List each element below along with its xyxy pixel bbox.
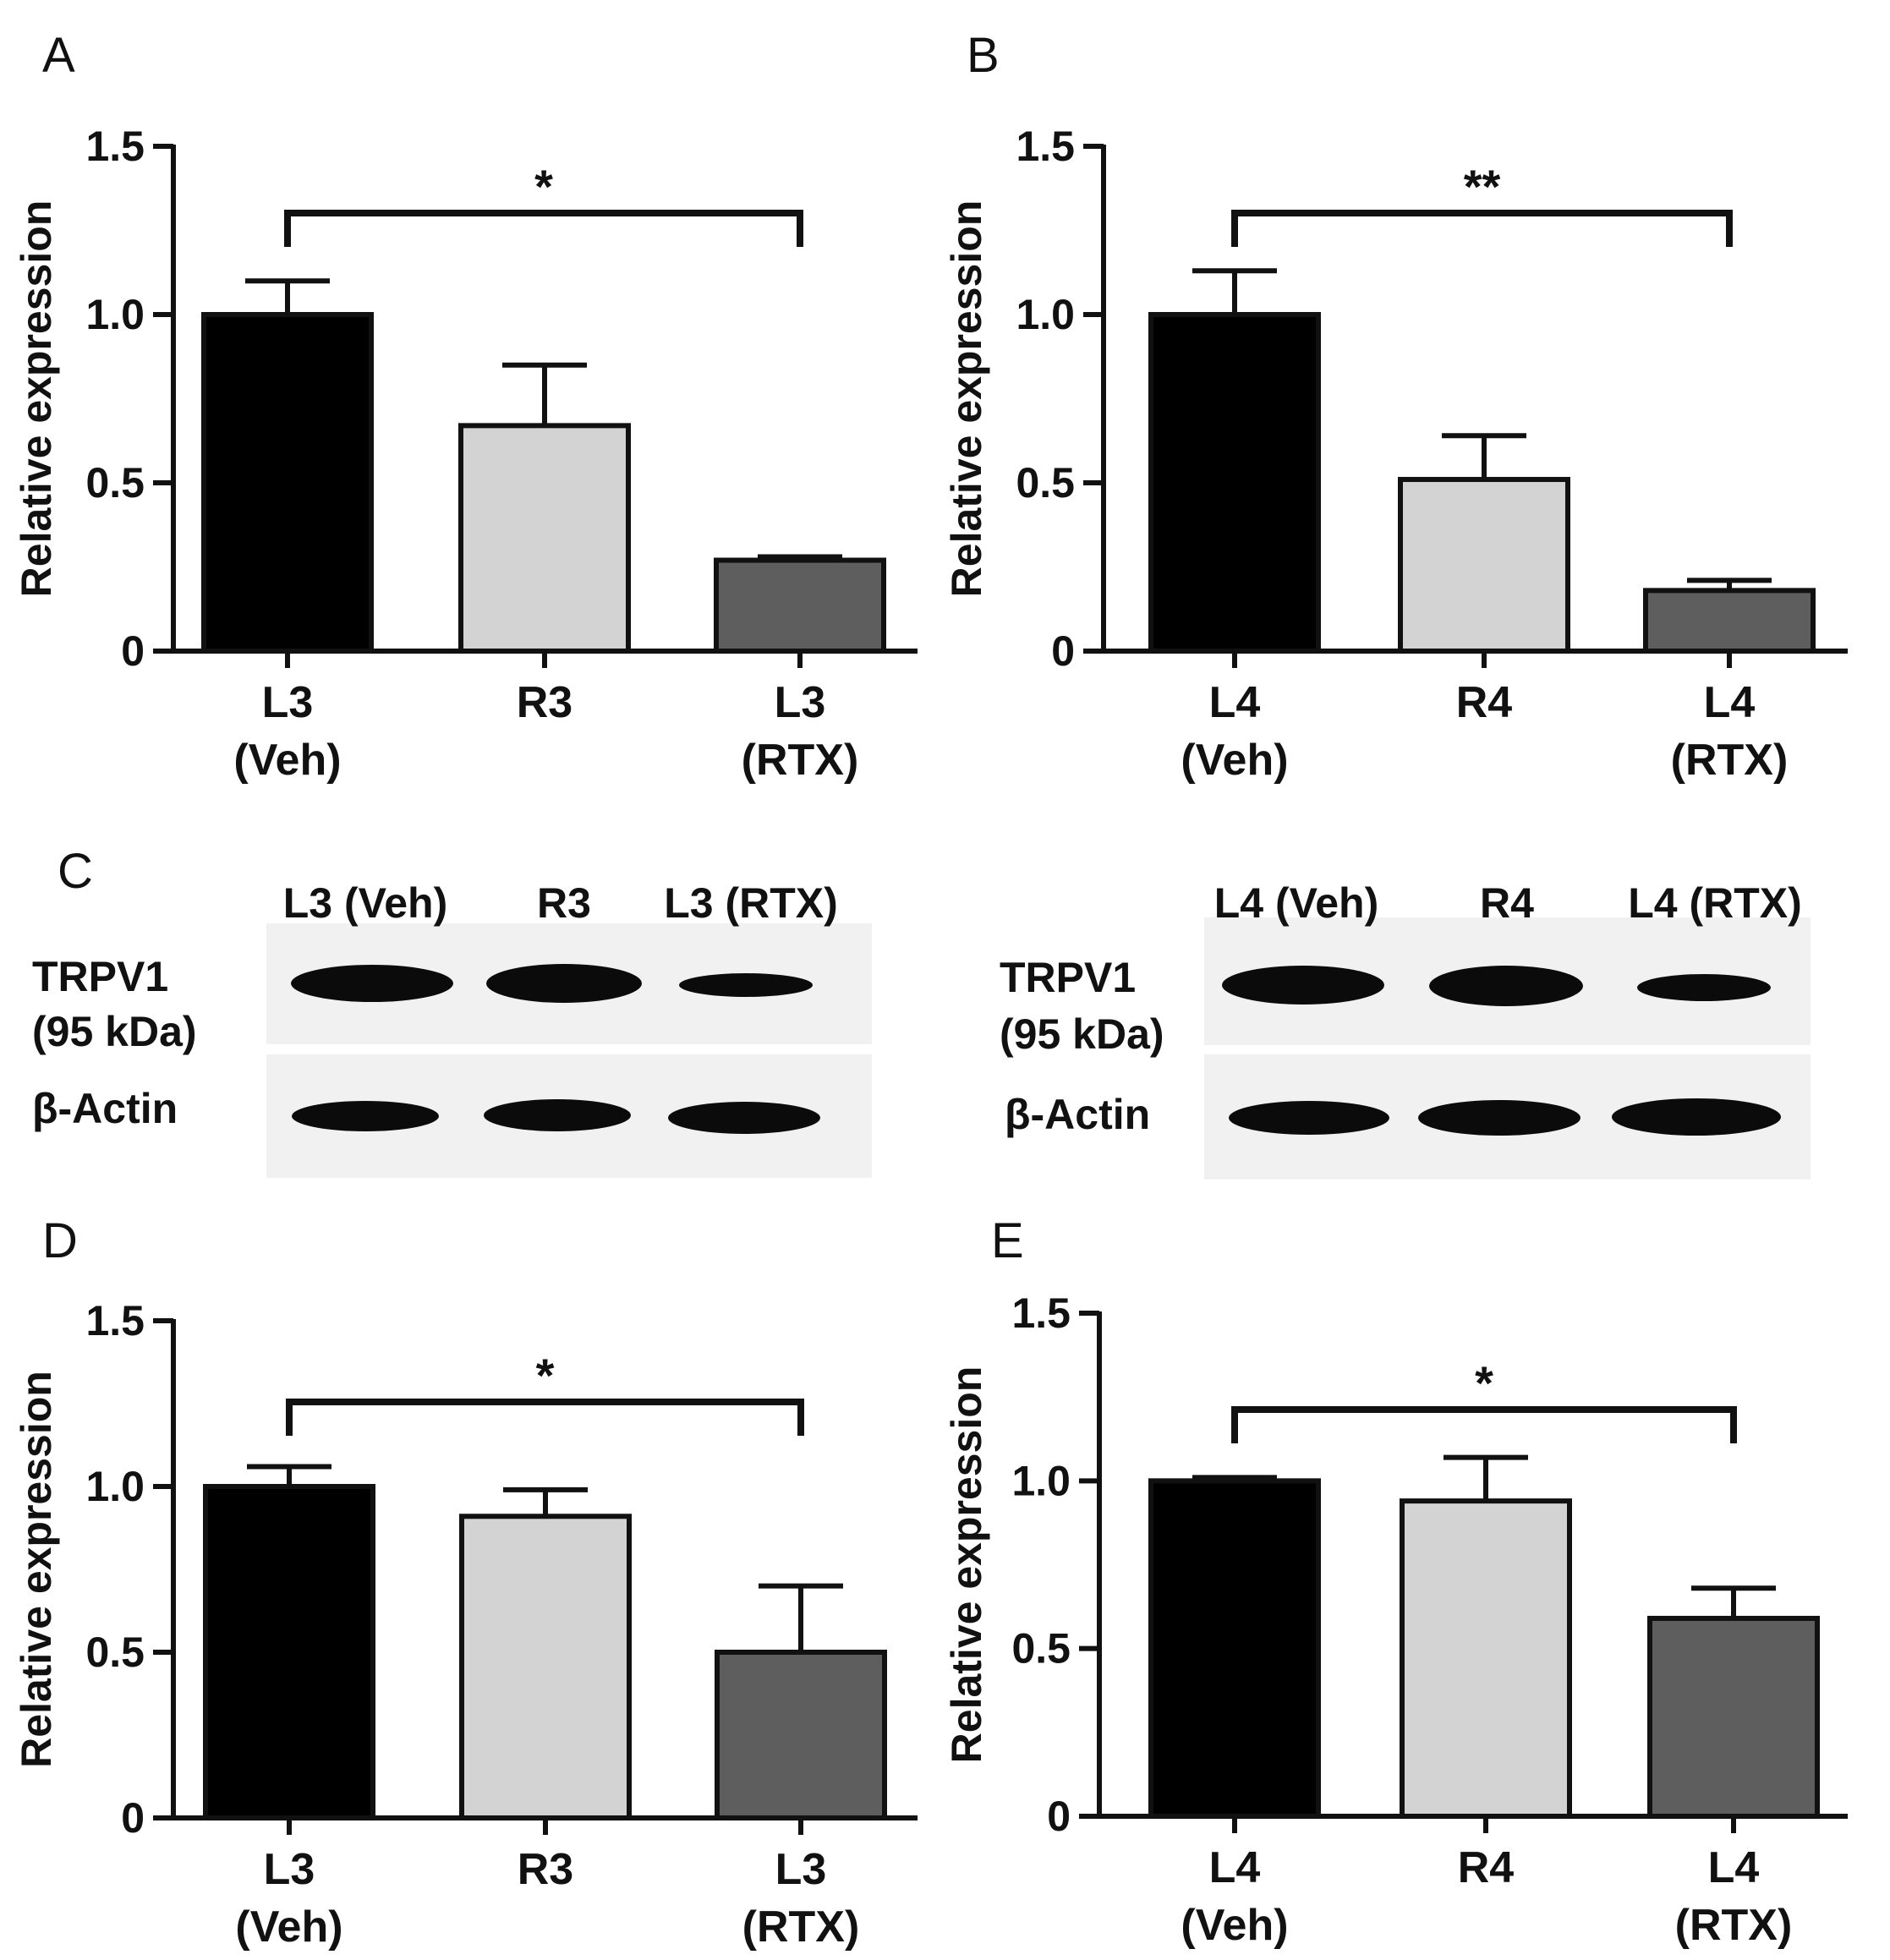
x-tick-label: L4 [1209,1843,1261,1892]
y-tick-label: 1.5 [85,123,145,170]
lane-label-left-3: L3 (RTX) [664,879,838,927]
y-tick-label: 1.0 [85,291,145,338]
y-tick-label: 1.5 [1016,123,1075,170]
panel-label-c: C [58,844,93,899]
y-axis-title: Relative expression [13,1371,60,1768]
band-actin-left-2 [484,1099,631,1131]
x-tick-label: L3 [262,678,314,727]
significance-bracket [1231,210,1733,247]
x-tick-label: L4 [1708,1843,1760,1892]
lane-label-right-3: L4 (RTX) [1628,879,1802,927]
row-label-trpv1-right: TRPV1 [1000,954,1136,1001]
bar [715,1650,887,1820]
y-axis-title: Relative expression [13,200,60,598]
bar [1400,1498,1572,1819]
band-actin-right-3 [1612,1098,1781,1136]
bar [714,557,886,654]
x-tick-label: R3 [517,678,572,727]
x-tick-label: L4 [1209,678,1261,727]
y-tick-label: 1.0 [85,1463,145,1510]
y-tick-label: 0.5 [85,459,145,506]
bar [458,423,631,654]
row-label-kda-right: (95 kDa) [1000,1010,1164,1058]
bar [201,312,374,654]
y-axis-title: Relative expression [943,200,990,598]
y-tick-label: 0 [1051,627,1075,675]
bar-chart-d: 0 0.5 1.0 1.5 Relative expression L3 (Veh) R3 L3… [13,1297,918,1952]
x-tick-label: L3 [775,678,826,727]
x-tick-label: R3 [518,1845,573,1894]
x-tick-label: R4 [1456,678,1513,727]
band-actin-left-3 [668,1102,820,1134]
x-tick-label-sub: (Veh) [1181,736,1288,785]
panel-label-a: A [42,28,75,83]
band-trpv1-left-1 [291,965,453,1002]
row-label-actin-right: β-Actin [1005,1091,1150,1138]
row-label-kda-left: (95 kDa) [32,1008,197,1055]
significance-label: * [1475,1356,1493,1410]
x-tick-label-sub: (RTX) [742,736,859,785]
western-blot-left: L3 (Veh) R3 L3 (RTX) TRPV1 (95 kDa) β-Ac… [32,879,872,1178]
significance-bracket [284,210,803,247]
significance-bracket [286,1399,804,1436]
band-actin-left-1 [292,1101,439,1131]
x-tick-label-sub: (Veh) [235,1903,342,1952]
panel-label-d: D [42,1213,78,1268]
lane-label-left-2: R3 [537,879,591,927]
x-tick-label: L3 [264,1845,315,1894]
y-tick-label: 0.5 [1011,1625,1071,1673]
y-tick-label: 0.5 [85,1629,145,1676]
bar-chart-a: 0 0.5 1.0 1.5 Relative expression L3 (Veh) R3 L3… [13,123,918,785]
significance-label: * [534,160,553,213]
x-tick-label: R4 [1458,1843,1515,1892]
bar [1398,477,1570,654]
lane-label-right-1: L4 (Veh) [1214,879,1378,927]
x-tick-label-sub: (Veh) [233,736,341,785]
y-tick-label: 0 [121,627,145,675]
band-actin-right-1 [1229,1101,1389,1135]
y-tick-label: 1.0 [1016,291,1075,338]
bar [1647,1615,1820,1820]
x-tick-label-sub: (Veh) [1181,1901,1288,1950]
bar-chart-b: 0 0.5 1.0 1.5 Relative expression L4 (Veh) R4 L4… [943,123,1848,785]
y-tick-label: 1.5 [1011,1289,1071,1337]
panel-label-e: E [991,1213,1024,1268]
y-axis-title: Relative expression [943,1366,990,1764]
band-trpv1-right-3 [1637,974,1771,1001]
significance-bracket [1231,1406,1737,1443]
row-label-actin-left: β-Actin [32,1085,178,1132]
band-trpv1-right-1 [1222,966,1384,1005]
significance-label: * [536,1349,555,1402]
bar [1643,588,1816,654]
western-blot-right: L4 (Veh) R4 L4 (RTX) TRPV1 (95 kDa) β-Ac… [1000,879,1811,1180]
y-tick-label: 0.5 [1016,459,1075,506]
x-tick-label: L4 [1704,678,1756,727]
band-trpv1-left-2 [486,964,642,1003]
y-tick-label: 0 [121,1794,145,1842]
bar [203,1484,375,1820]
panel-label-b: B [967,28,1000,83]
x-tick-label-sub: (RTX) [742,1903,860,1952]
bar [1148,1478,1321,1820]
significance-label: ** [1464,160,1501,213]
x-tick-label-sub: (RTX) [1671,736,1789,785]
x-tick-label-sub: (RTX) [1675,1901,1793,1950]
y-tick-label: 1.5 [85,1297,145,1344]
lane-label-right-2: R4 [1480,879,1534,927]
band-actin-right-2 [1418,1100,1580,1136]
bar [1148,312,1321,654]
bar-chart-e: 0 0.5 1.0 1.5 Relative expression L4 (Veh) R4 L4… [943,1289,1848,1950]
lane-label-left-1: L3 (Veh) [283,879,447,927]
y-tick-label: 0 [1047,1793,1071,1840]
bar [459,1514,632,1821]
y-tick-label: 1.0 [1011,1457,1071,1504]
x-tick-label: L3 [775,1845,827,1894]
row-label-trpv1-left: TRPV1 [32,953,168,1000]
band-trpv1-right-2 [1429,966,1583,1006]
band-trpv1-left-3 [679,973,813,997]
